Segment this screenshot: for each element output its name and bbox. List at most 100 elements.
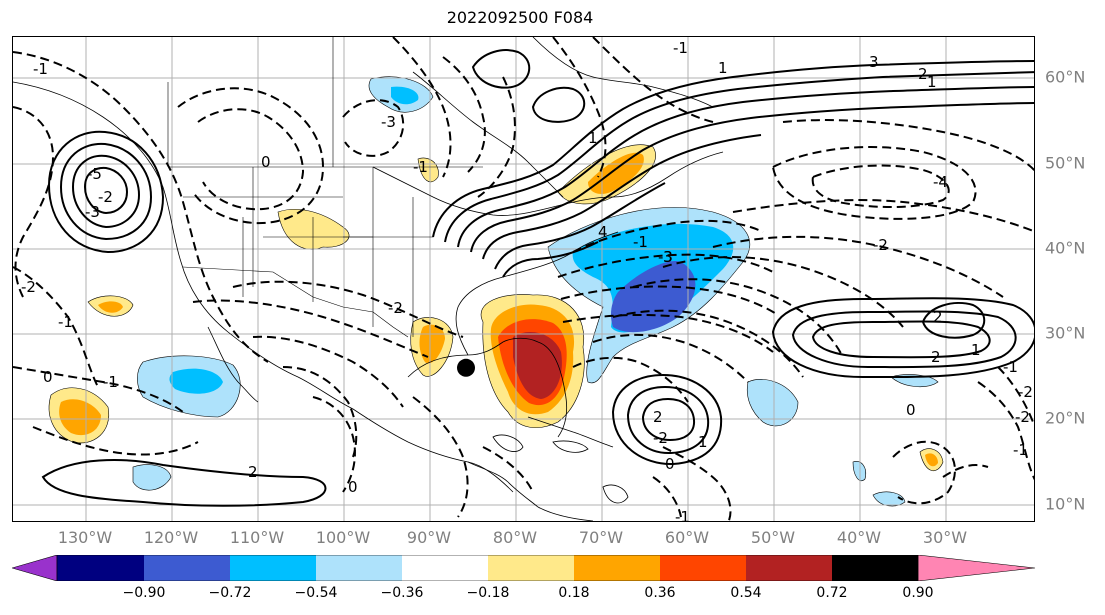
lon-label: 50°W <box>750 528 796 547</box>
map-title: 2022092500 F084 <box>446 8 594 27</box>
positive-anomaly-region <box>277 209 350 250</box>
colorbar-segment <box>57 555 144 581</box>
lat-label: 50°N <box>1045 153 1086 173</box>
negative-anomaly-region <box>852 461 866 482</box>
colorbar-tick-label: 0.90 <box>902 585 934 601</box>
graticule <box>13 37 1034 521</box>
positive-anomaly-core <box>513 332 562 399</box>
lon-label: 90°W <box>406 528 452 547</box>
contour-label: -2 <box>98 188 113 206</box>
storm-center-marker[interactable] <box>457 358 475 377</box>
colorbar-tick-label: −0.54 <box>294 585 338 601</box>
contour-label: 0 <box>906 401 916 419</box>
contour-label: -4 <box>933 173 948 191</box>
contour-label: 2 <box>933 308 943 326</box>
colorbar-segment <box>574 555 660 581</box>
contour-label: -2 <box>1015 408 1030 426</box>
contour-label: 1 <box>971 341 981 359</box>
negative-anomaly-region <box>746 379 799 427</box>
contour-label: -2 <box>1018 383 1033 401</box>
lat-label: 60°N <box>1045 67 1086 87</box>
contour-label: -3 <box>85 203 100 221</box>
lon-label: 110°W <box>229 528 285 547</box>
contour-label: -1 <box>633 233 648 251</box>
lon-label: 100°W <box>315 528 371 547</box>
contour-labels: -1 -1 -3 -4 -2 -1 -1 -2 -2 -3 -1 -1 -5 -… <box>21 39 1033 522</box>
lat-label: 30°N <box>1045 323 1086 343</box>
contour-label: -1 <box>675 508 690 522</box>
contour-label: -2 <box>873 236 888 254</box>
contour-label: -1 <box>33 60 48 78</box>
contour-label: 3 <box>663 248 673 266</box>
contour-label: 1 <box>718 59 728 77</box>
contour-label: 0 <box>665 455 675 473</box>
colorbar-tick-label: 0.18 <box>558 585 590 601</box>
negative-anomaly-region <box>132 464 172 491</box>
lon-label: 120°W <box>143 528 199 547</box>
contour-label: 3 <box>869 53 879 71</box>
contour-label: -1 <box>103 373 118 391</box>
negative-anomaly-core <box>610 261 696 333</box>
lat-label: 40°N <box>1045 238 1086 258</box>
colorbar <box>12 555 1036 581</box>
positive-anomaly-core <box>925 453 938 467</box>
political-borders <box>167 37 483 338</box>
colorbar-tick-label: 0.36 <box>644 585 676 601</box>
contour-label: -1 <box>673 39 688 57</box>
lon-label: 30°W <box>922 528 968 547</box>
colorbar-segment <box>144 555 230 581</box>
negative-anomaly-core <box>391 86 419 105</box>
colorbar-min-extension <box>12 555 58 581</box>
contour-label: -2 <box>653 429 668 447</box>
contour-label: -5 <box>87 165 102 183</box>
contour-label: -2 <box>21 278 36 296</box>
contour-label: 0 <box>261 153 271 171</box>
anomaly-shading <box>48 76 944 507</box>
contour-label: -1 <box>1003 358 1018 376</box>
colorbar-tick-label: 0.54 <box>730 585 762 601</box>
colorbar-segment <box>660 555 746 581</box>
contour-label: 1 <box>588 129 598 147</box>
contour-label: -1 <box>1013 441 1028 459</box>
negative-anomaly-region <box>872 491 906 507</box>
colorbar-segment <box>402 555 488 581</box>
negative-anomaly-core <box>169 368 223 394</box>
map-panel[interactable]: -1 -1 -3 -4 -2 -1 -1 -2 -2 -3 -1 -1 -5 -… <box>12 36 1035 522</box>
contour-label: 2 <box>931 348 941 366</box>
contours-positive <box>41 49 1034 507</box>
colorbar-tick-label: 0.72 <box>816 585 848 601</box>
colorbar-segment <box>316 555 402 581</box>
colorbar-max-extension <box>917 555 1036 581</box>
colorbar-tick-label: −0.72 <box>208 585 252 601</box>
lon-label: 60°W <box>664 528 710 547</box>
contour-label: 2 <box>653 408 663 426</box>
colorbar-tick-label: −0.18 <box>466 585 510 601</box>
lon-label: 40°W <box>836 528 882 547</box>
contour-label: -1 <box>58 313 73 331</box>
colorbar-segment <box>746 555 832 581</box>
colorbar-segment <box>230 555 316 581</box>
lon-label: 80°W <box>492 528 538 547</box>
positive-anomaly-core <box>59 399 101 436</box>
contour-label: 1 <box>698 433 708 451</box>
lat-label: 10°N <box>1045 494 1086 514</box>
colorbar-tick-label: −0.36 <box>380 585 424 601</box>
contour-label: 2 <box>248 463 258 481</box>
contour-label: 1 <box>927 73 937 91</box>
contour-label: -1 <box>413 158 428 176</box>
contour-label: -3 <box>381 113 396 131</box>
lon-label: 130°W <box>57 528 113 547</box>
contour-label: 2 <box>918 65 928 83</box>
lon-label: 70°W <box>578 528 624 547</box>
contour-label: -2 <box>388 299 403 317</box>
contours-negative <box>13 37 1034 521</box>
contour-label: -3 <box>658 248 673 266</box>
contour-label: 4 <box>598 223 608 241</box>
colorbar-segment <box>832 555 918 581</box>
lat-label: 20°N <box>1045 408 1086 428</box>
colorbar-tick-label: −0.90 <box>122 585 166 601</box>
colorbar-segment <box>488 555 574 581</box>
contour-label: 0 <box>43 368 53 386</box>
contour-label: 0 <box>348 478 358 496</box>
positive-anomaly-core <box>98 301 123 313</box>
